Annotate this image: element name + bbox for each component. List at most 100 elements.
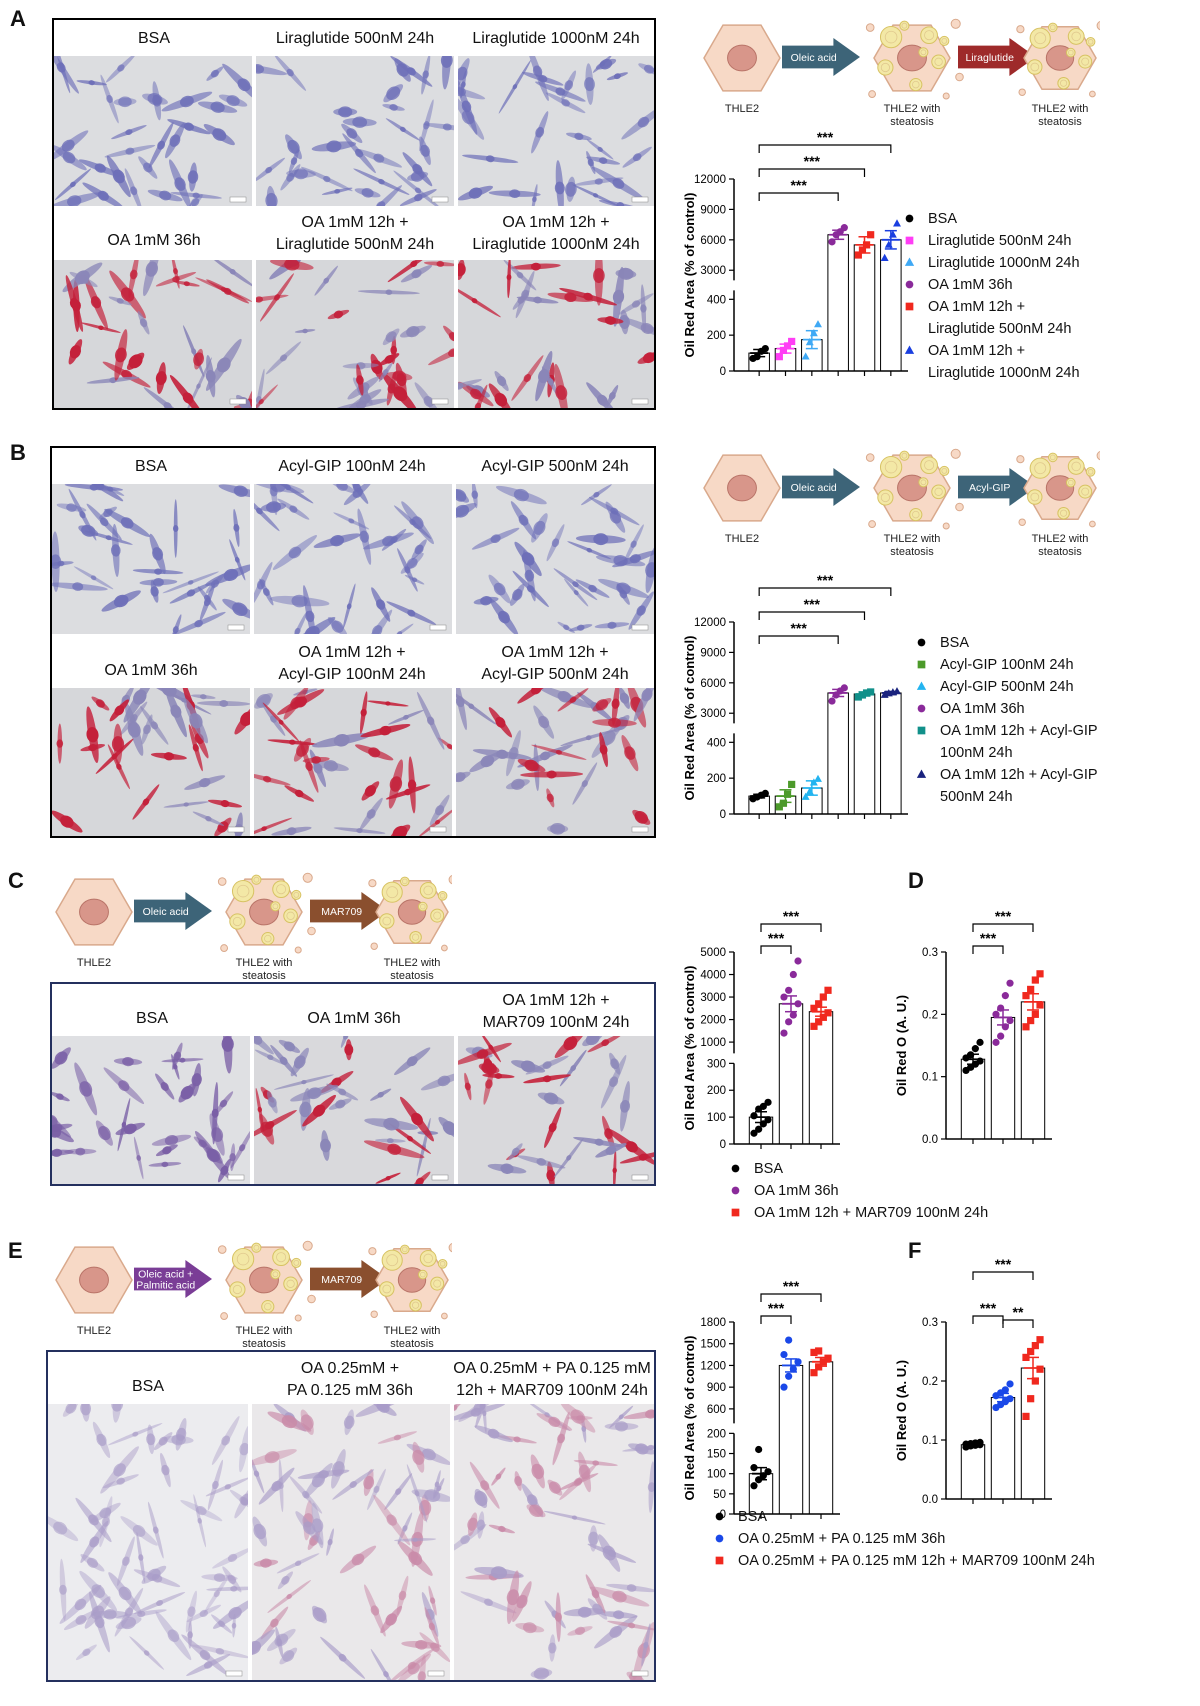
legend-marker-shape	[904, 345, 915, 354]
bar	[1020, 1367, 1046, 1500]
legend-marker-shape	[916, 769, 927, 778]
data-point	[761, 789, 769, 797]
data-point	[862, 689, 871, 697]
data-point	[1031, 1342, 1039, 1350]
data-point	[783, 342, 792, 350]
legend-marker-shape	[904, 257, 915, 266]
significance-bracket	[758, 587, 892, 596]
significance-bracket	[972, 1271, 1034, 1280]
significance-bracket	[758, 168, 866, 177]
svg-text:steatosis: steatosis	[390, 1338, 434, 1350]
data-point	[1036, 1365, 1044, 1373]
y-axis-label: Oil Red Area (% of control)	[682, 1336, 697, 1501]
significance-label: ***	[817, 572, 834, 588]
legend-item: BSA	[902, 208, 1112, 230]
bar	[880, 692, 902, 815]
significance-bracket	[760, 1315, 792, 1324]
bar	[827, 234, 849, 372]
data-point	[1006, 1395, 1014, 1403]
legend-marker-shape	[715, 1512, 724, 1521]
svg-text:Oleic acid: Oleic acid	[143, 906, 189, 918]
svg-text:THLE2 with: THLE2 with	[1032, 533, 1089, 545]
panel-b-label-oa-gip100: OA 1mM 12h + Acyl-GIP 100nM 24h	[278, 644, 426, 683]
data-point	[805, 338, 814, 346]
bar	[990, 1397, 1016, 1500]
legend-marker	[917, 660, 926, 669]
micrograph-c-oa-mar709	[458, 1036, 654, 1184]
panel-e-label-oa-pa-mar709: OA 0.25mM + PA 0.125 mM 12h + MAR709 100…	[453, 1360, 651, 1399]
data-point	[858, 246, 867, 254]
data-point	[785, 1018, 793, 1026]
panel-c-label-oa-mar709: OA 1mM 12h + MAR709 100nM 24h	[482, 992, 630, 1031]
legend-label: BSA	[738, 1509, 768, 1525]
legend-label: OA 0.25mM + PA 0.125 mM 36h	[738, 1531, 946, 1547]
y-tick-label: 0.1	[922, 1435, 938, 1447]
legend-item: OA 1mM 12h + Acyl-GIP 500nM 24h	[914, 764, 1124, 808]
y-tick-label: 5000	[700, 947, 726, 959]
data-point	[761, 345, 769, 353]
legend-marker-shape	[917, 726, 926, 735]
panel-letter-c: C	[8, 868, 24, 893]
data-point	[794, 1358, 802, 1366]
svg-text:steatosis: steatosis	[242, 970, 286, 982]
y-tick-label: 100	[707, 1112, 726, 1124]
data-point	[815, 1363, 823, 1371]
significance-bracket	[758, 144, 892, 153]
y-tick-label: 3000	[700, 992, 726, 1004]
y-tick-label: 0.2	[922, 1009, 938, 1021]
y-tick-label: 9000	[700, 204, 726, 216]
panel-c-micrograph-row: BSA OA 1mM 36h OA 1mM 12h + MAR709 100nM…	[50, 982, 656, 1186]
significance-bracket	[1002, 1319, 1034, 1328]
legend-label: OA 1mM 12h + Liraglutide 1000nM 24h	[928, 343, 1080, 381]
data-point	[755, 1125, 763, 1133]
data-point	[1022, 992, 1030, 1000]
legend-marker-shape	[917, 704, 926, 713]
y-tick-label: 3000	[700, 708, 726, 720]
panel-a-label-oa: OA 1mM 36h	[107, 232, 201, 249]
data-point	[764, 1116, 772, 1124]
significance-label: ***	[995, 908, 1012, 924]
panel-b-legend: BSA Acyl-GIP 100nM 24h Acyl-GIP 500nM 24h O…	[914, 632, 1124, 808]
micrograph-lira500	[256, 56, 454, 206]
legend-item: BSA	[728, 1158, 1028, 1180]
data-point	[828, 238, 836, 246]
micrograph-c-oa	[254, 1036, 454, 1184]
legend-label: OA 1mM 36h	[754, 1183, 839, 1199]
legend-marker	[715, 1512, 724, 1521]
significance-label: ***	[804, 596, 821, 612]
svg-text:MAR709: MAR709	[321, 906, 362, 918]
panel-b-micrograph-grid: BSA Acyl-GIP 100nM 24h Acyl-GIP 500nM 24…	[50, 446, 656, 838]
legend-item: OA 0.25mM + PA 0.125 mM 12h + MAR709 100…	[712, 1550, 1132, 1572]
data-point	[753, 353, 761, 361]
y-tick-label: 9000	[700, 647, 726, 659]
y-tick-label: 400	[707, 294, 726, 306]
svg-text:Oleic acid: Oleic acid	[791, 52, 837, 64]
data-point	[867, 231, 875, 239]
y-tick-label: 0.0	[922, 1134, 938, 1146]
legend-item: OA 1mM 12h + Acyl-GIP 100nM 24h	[914, 720, 1124, 764]
legend-item: OA 1mM 36h	[902, 274, 1112, 296]
svg-text:THLE2 with: THLE2 with	[384, 957, 441, 969]
data-point	[824, 1009, 832, 1017]
svg-text:Oleic acid +: Oleic acid +	[138, 1269, 193, 1281]
data-point	[814, 320, 822, 328]
legend-marker-shape	[731, 1164, 740, 1173]
legend-marker	[904, 345, 915, 354]
svg-text:THLE2: THLE2	[725, 103, 759, 115]
legend-marker	[731, 1164, 740, 1173]
legend-marker-shape	[731, 1186, 740, 1195]
legend-label: Acyl-GIP 100nM 24h	[940, 657, 1074, 673]
micrograph-b-bsa	[52, 484, 250, 634]
data-point	[809, 778, 818, 786]
significance-label: ***	[768, 930, 785, 946]
data-point	[788, 337, 796, 346]
y-tick-label: 150	[707, 1449, 726, 1461]
data-point	[750, 1464, 758, 1472]
data-point	[785, 1372, 793, 1380]
micrograph-bsa	[54, 56, 252, 206]
data-point	[805, 787, 814, 795]
panel-a-label-oa-lira1000: OA 1mM 12h + Liraglutide 1000nM 24h	[472, 214, 640, 253]
bar	[778, 1003, 804, 1145]
significance-label: ***	[783, 1278, 800, 1294]
panel-b-label-oa: OA 1mM 36h	[104, 662, 198, 679]
